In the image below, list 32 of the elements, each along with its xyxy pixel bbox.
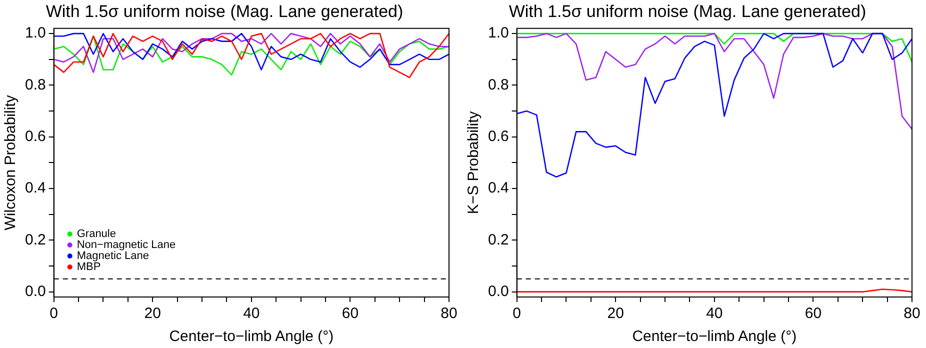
y-tick-label: 0.0 [24,282,46,300]
x-axis-title: Center−to−limb Angle (°) [169,328,334,346]
x-tick-label: 80 [440,305,458,322]
y-tick-label: 0.0 [488,282,509,300]
x-tick-label: 20 [144,305,161,322]
legend-label: Granule [76,228,116,240]
legend-label: Non−magnetic Lane [76,239,176,252]
x-tick-label: 80 [904,305,920,322]
x-tick-label: 60 [804,305,822,322]
y-tick-label: 0.8 [24,76,46,94]
x-tick-label: 40 [243,305,260,322]
y-tick-label: 0.2 [488,231,509,248]
y-tick-label: 0.6 [488,128,509,146]
y-tick-label: 0.2 [24,231,46,248]
y-axis-title: Wilcoxon Probability [2,94,20,230]
x-tick-label: 20 [607,305,624,322]
y-axis-title: K−S Probability [465,110,482,214]
y-tick-label: 0.4 [24,180,46,197]
x-tick-label: 40 [706,305,723,322]
x-tick-label: 0 [512,305,522,322]
y-tick-label: 0.8 [488,76,509,94]
chart-title: With 1.5σ uniform noise (Mag. Lane generated) [508,2,866,21]
chart-title: With 1.5σ uniform noise (Mag. Lane generated) [46,2,404,21]
y-tick-label: 1.0 [24,24,46,42]
x-axis-title: Center−to−limb Angle (°) [632,328,797,346]
legend-label: MBP [76,261,101,274]
x-tick-label: 60 [342,305,359,322]
y-tick-label: 0.4 [488,180,509,197]
y-tick-label: 0.6 [24,128,46,146]
y-tick-label: 1.0 [488,24,509,42]
legend-label: Magnetic Lane [76,250,150,262]
x-tick-label: 0 [50,305,58,322]
